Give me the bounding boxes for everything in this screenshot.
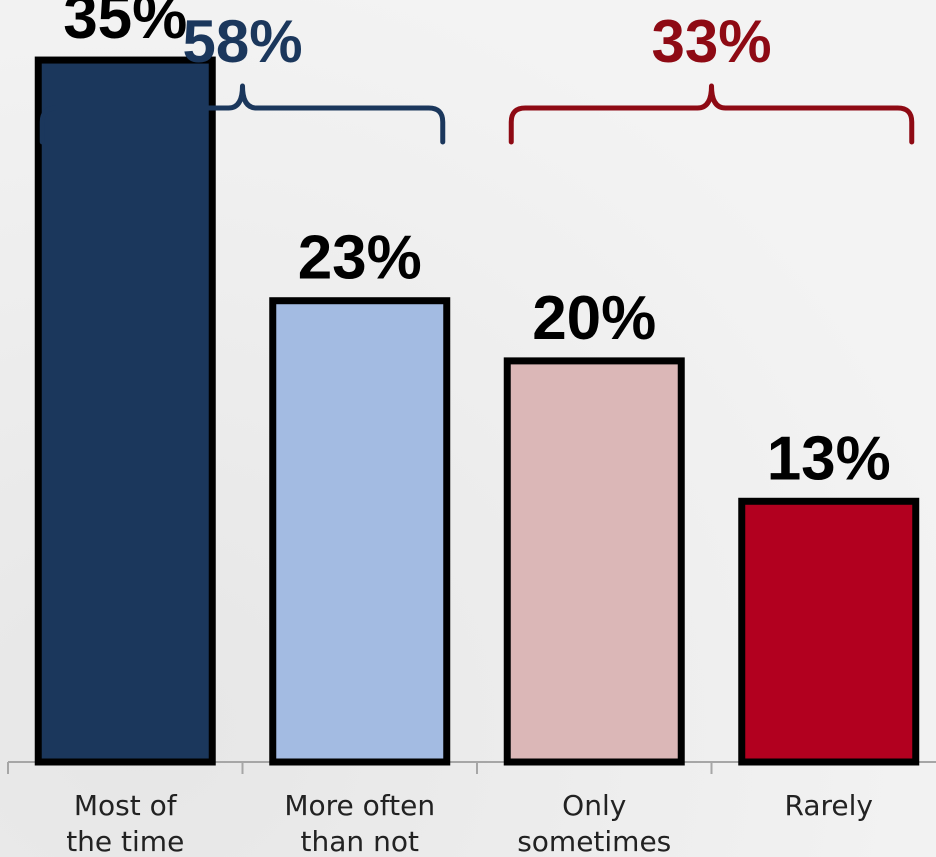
group-total-label: 58% — [182, 8, 302, 75]
group-bracket — [508, 83, 915, 145]
data-label: 23% — [298, 224, 422, 293]
group-bracket — [39, 83, 446, 145]
x-tick-label: Rarely — [785, 789, 873, 822]
group-total-label: 33% — [651, 8, 771, 75]
x-tick-label: Most of the time — [66, 789, 184, 857]
bar — [503, 357, 685, 766]
data-label: 13% — [767, 424, 891, 493]
category-labels: Most of the time More often than not Only som… — [66, 789, 873, 857]
bars — [34, 56, 920, 766]
bar — [34, 56, 216, 766]
x-tick-label: More often than not — [284, 789, 435, 857]
data-label: 20% — [532, 284, 656, 353]
group-brackets: 58% 33% — [39, 8, 915, 145]
value-labels: 35% 23% 20% 13% — [63, 0, 891, 493]
data-label: 35% — [63, 0, 187, 52]
bar — [738, 497, 920, 766]
x-tick-label: Only sometimes — [517, 789, 671, 857]
bar — [269, 297, 451, 766]
